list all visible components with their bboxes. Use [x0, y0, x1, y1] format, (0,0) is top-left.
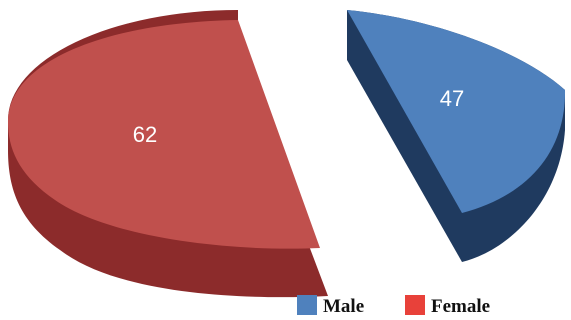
legend-label-female: Female [431, 296, 490, 317]
legend-swatch-female [405, 295, 425, 315]
slice-female-top [8, 20, 320, 249]
slice-male: 47 [347, 10, 566, 262]
legend-label-male: Male [323, 296, 364, 317]
data-label-male: 47 [440, 86, 464, 111]
slice-male-top [347, 10, 566, 213]
legend: Male Female [297, 295, 490, 317]
legend-swatch-male [297, 295, 317, 315]
slice-female: 62 [8, 10, 328, 298]
data-label-female: 62 [133, 122, 157, 147]
